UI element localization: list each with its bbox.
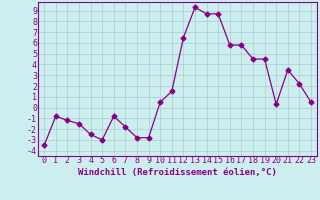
X-axis label: Windchill (Refroidissement éolien,°C): Windchill (Refroidissement éolien,°C) — [78, 168, 277, 177]
